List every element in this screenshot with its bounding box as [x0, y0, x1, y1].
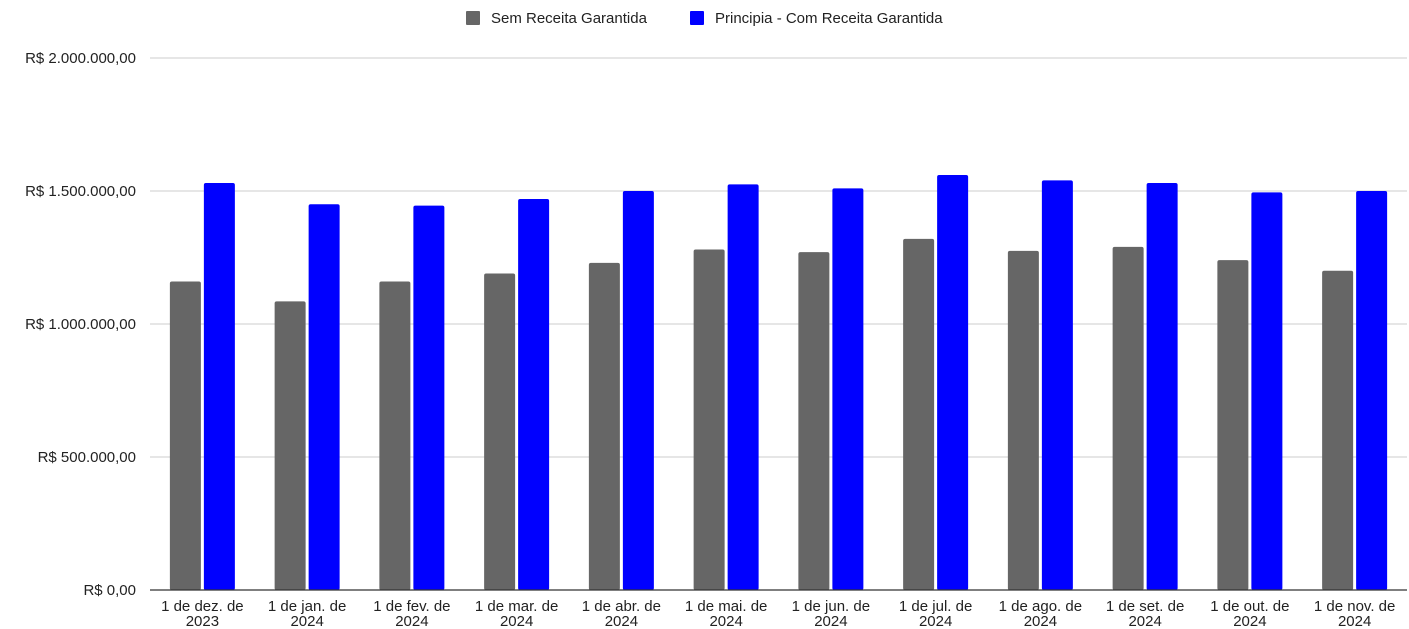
bar-sem-receita-5: [588, 262, 620, 590]
x-category-label: 1 de dez. de: [161, 598, 244, 615]
bar-sem-receita-1: [169, 281, 201, 590]
bar-com-receita-4: [518, 198, 550, 591]
bar-sem-receita-9: [1007, 250, 1039, 590]
x-category-label: 2024: [1233, 613, 1266, 629]
x-category-label: 1 de jul. de: [899, 598, 972, 615]
bar-com-receita-10: [1146, 183, 1178, 590]
bar-sem-receita-10: [1112, 246, 1144, 591]
bar-sem-receita-7: [798, 252, 830, 590]
x-category-label: 2024: [1024, 613, 1057, 629]
bar-sem-receita-2: [274, 301, 306, 590]
bar-com-receita-2: [308, 204, 340, 591]
x-category-label: 1 de nov. de: [1314, 598, 1395, 615]
x-category-label: 2024: [500, 613, 533, 629]
y-tick-label: R$ 1.000.000,00: [25, 316, 136, 333]
x-category-label: 2024: [395, 613, 428, 629]
x-category-label: 1 de ago. de: [999, 598, 1082, 615]
x-category-label: 2024: [1128, 613, 1161, 629]
bar-com-receita-11: [1251, 192, 1283, 590]
bar-com-receita-7: [832, 188, 864, 590]
y-tick-label: R$ 0,00: [83, 582, 136, 599]
x-category-label: 1 de abr. de: [582, 598, 661, 615]
bar-sem-receita-12: [1322, 270, 1354, 590]
x-category-label: 1 de mar. de: [475, 598, 558, 615]
bar-com-receita-9: [1041, 180, 1073, 591]
legend-swatch-1: [466, 11, 480, 25]
bar-sem-receita-8: [903, 238, 935, 590]
bar-com-receita-3: [413, 205, 445, 590]
y-tick-label: R$ 500.000,00: [38, 449, 136, 466]
bar-com-receita-12: [1356, 191, 1388, 590]
x-category-label: 2023: [186, 613, 219, 629]
bar-com-receita-5: [622, 191, 654, 590]
x-category-label: 1 de mai. de: [685, 598, 768, 615]
x-category-label: 1 de jun. de: [792, 598, 870, 615]
x-category-label: 1 de jan. de: [268, 598, 346, 615]
x-category-label: 1 de set. de: [1106, 598, 1184, 615]
bar-sem-receita-3: [379, 281, 411, 590]
legend-label-1: Sem Receita Garantida: [491, 10, 648, 27]
chart-bars: [169, 175, 1388, 591]
bar-sem-receita-6: [693, 249, 725, 590]
bar-com-receita-8: [937, 175, 969, 591]
y-tick-label: R$ 1.500.000,00: [25, 183, 136, 200]
bar-sem-receita-4: [484, 273, 516, 590]
bar-com-receita-1: [203, 183, 235, 590]
legend-swatch-2: [690, 11, 704, 25]
chart-legend: Sem Receita Garantida Principia - Com Rec…: [466, 10, 943, 27]
x-category-label: 1 de fev. de: [373, 598, 450, 615]
bar-com-receita-6: [727, 184, 759, 590]
chart-gridlines: [150, 57, 1407, 458]
x-category-label: 2024: [290, 613, 323, 629]
y-axis-tick-labels: R$ 0,00 R$ 500.000,00 R$ 1.000.000,00 R$ 1.…: [25, 50, 136, 599]
x-category-label: 2024: [814, 613, 847, 629]
x-category-label: 2024: [605, 613, 638, 629]
y-tick-label: R$ 2.000.000,00: [25, 50, 136, 67]
x-category-label: 1 de out. de: [1210, 598, 1289, 615]
x-category-label: 2024: [1338, 613, 1371, 629]
x-category-label: 2024: [919, 613, 952, 629]
legend-label-2: Principia - Com Receita Garantida: [715, 10, 943, 27]
bar-sem-receita-11: [1217, 260, 1249, 590]
x-category-label: 2024: [709, 613, 742, 629]
